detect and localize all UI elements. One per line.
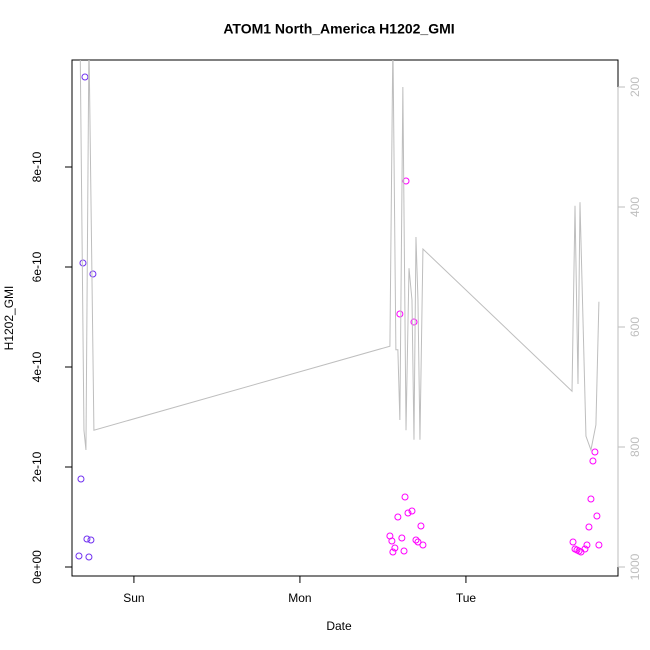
y-tick-label: 8e-10 xyxy=(30,151,44,182)
point xyxy=(404,509,412,517)
y2-tick-label: 400 xyxy=(628,197,642,217)
chart-title: ATOM1 North_America H1202_GMI xyxy=(223,21,454,37)
point xyxy=(410,318,418,326)
point xyxy=(591,448,599,456)
point xyxy=(408,507,416,515)
point xyxy=(391,544,399,552)
plot-area xyxy=(75,60,603,561)
point xyxy=(75,552,83,560)
point xyxy=(595,541,603,549)
y-tick-label: 4e-10 xyxy=(30,351,44,382)
point xyxy=(419,541,427,549)
point xyxy=(83,535,91,543)
point xyxy=(394,513,402,521)
point xyxy=(388,537,396,545)
y2-tick-label: 200 xyxy=(628,77,642,97)
y2-tick-label: 800 xyxy=(628,437,642,457)
point xyxy=(396,310,404,318)
x-tick-label: Tue xyxy=(456,591,477,605)
point xyxy=(412,536,420,544)
point xyxy=(414,538,422,546)
point xyxy=(85,553,93,561)
y-tick-label: 2e-10 xyxy=(30,451,44,482)
point xyxy=(401,493,409,501)
y-tick-label: 0e+00 xyxy=(30,550,44,584)
y2-tick-label: 600 xyxy=(628,317,642,337)
point xyxy=(581,545,589,553)
plot-frame xyxy=(71,59,619,577)
point xyxy=(389,548,397,556)
point xyxy=(77,475,85,483)
x-tick-label: Sun xyxy=(123,591,144,605)
y-tick-label: 6e-10 xyxy=(30,251,44,282)
point xyxy=(79,259,87,267)
point xyxy=(589,457,597,465)
point xyxy=(593,512,601,520)
point xyxy=(585,523,593,531)
x-tick-label: Mon xyxy=(288,591,311,605)
point xyxy=(81,73,89,81)
point xyxy=(587,495,595,503)
point xyxy=(89,270,97,278)
y2-tick-label: 1000 xyxy=(628,553,642,580)
pressure-line xyxy=(79,60,600,452)
point xyxy=(400,547,408,555)
x-axis-label: Date xyxy=(326,619,352,633)
point xyxy=(87,536,95,544)
point xyxy=(402,177,410,185)
point xyxy=(569,538,577,546)
point xyxy=(417,522,425,530)
y-axis-label: H1202_GMI xyxy=(2,286,16,351)
point xyxy=(398,534,406,542)
point xyxy=(583,541,591,549)
